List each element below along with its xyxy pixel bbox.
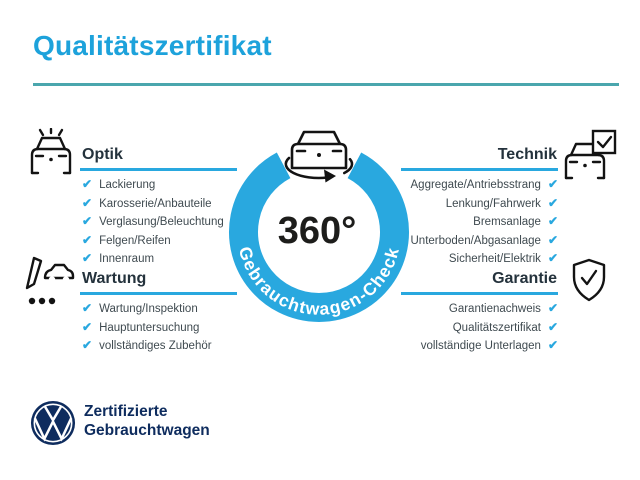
check-icon: ✔	[82, 177, 93, 191]
wartung-checklist: ✔ Wartung/Inspektion ✔ Hauptuntersuchung ✔…	[82, 301, 252, 357]
checklist-item-label: Sicherheit/Elektrik	[448, 253, 541, 265]
check-icon: ✔	[547, 319, 558, 334]
section-divider-garantie	[401, 292, 558, 295]
section-title-wartung: Wartung	[82, 270, 147, 287]
check-icon: ✔	[547, 338, 558, 352]
check-icon: ✔	[547, 232, 558, 247]
check-icon: ✔	[82, 195, 93, 210]
checklist-item-label: Wartung/Inspektion	[99, 303, 198, 315]
degree-value: 360°	[278, 210, 357, 252]
section-title-technik: Technik	[497, 146, 557, 163]
checklist-item: vollständige Unterlagen ✔	[378, 338, 558, 357]
checklist-item-label: Lenkung/Fahrwerk	[445, 197, 541, 210]
section-title-garantie: Garantie	[492, 270, 557, 287]
checklist-item: Lenkung/Fahrwerk ✔	[378, 196, 558, 215]
checklist-item: Garantienachweis ✔	[378, 301, 558, 320]
checklist-item: Unterboden/Abgasanlage ✔	[378, 232, 559, 252]
car-rotate-arrow-icon	[284, 130, 354, 183]
section-divider-optik	[80, 168, 237, 171]
check-icon: ✔	[547, 195, 558, 210]
check-icon: ✔	[82, 214, 93, 228]
check-icon: ✔	[547, 214, 558, 228]
check-icon: ✔	[547, 177, 558, 191]
check-icon: ✔	[82, 319, 93, 334]
vw-logo	[30, 400, 76, 446]
brand-line-1: Zertifizierte	[84, 403, 168, 420]
checklist-item: ✔ Lackierung	[82, 177, 252, 196]
check-icon: ✔	[82, 338, 93, 352]
pencil-car-checklist-icon	[25, 256, 75, 305]
checklist-item-label: Qualitätszertifikat	[452, 321, 541, 334]
car-front-shine-icon	[30, 128, 72, 175]
checklist-item: ✔ Hauptuntersuchung	[82, 320, 252, 339]
checklist-item-label: vollständiges Zubehör	[99, 340, 212, 352]
checklist-item: ✔ Wartung/Inspektion	[82, 301, 252, 320]
garantie-checklist: Garantienachweis ✔ Qualitätszertifikat ✔ v…	[378, 301, 558, 357]
checklist-item-label: Unterboden/Abgasanlage	[410, 234, 541, 247]
check-icon: ✔	[547, 301, 558, 315]
title-divider	[33, 83, 619, 86]
check-ring	[229, 152, 409, 322]
checklist-item: ✔ Felgen/Reifen	[82, 233, 252, 252]
shield-check-icon	[572, 258, 606, 302]
checklist-item-label: Karosserie/Anbauteile	[99, 197, 212, 210]
check-icon: ✔	[82, 251, 93, 265]
checklist-item-label: Aggregate/Antriebsstrang	[410, 179, 541, 191]
check-icon: ✔	[82, 232, 93, 247]
checklist-item-label: Hauptuntersuchung	[99, 321, 200, 334]
section-divider-technik	[401, 168, 558, 171]
checklist-item-label: Bremsanlage	[473, 216, 541, 228]
optik-checklist: ✔ Lackierung ✔ Karosserie/Anbauteile ✔ Verg…	[82, 177, 252, 270]
brand-text: Zertifizierte Gebrauchtwagen	[84, 403, 210, 440]
360-check-badge: 360° Gebrauchtwagen-Check	[229, 130, 409, 322]
checklist-item: Bremsanlage ✔	[378, 214, 558, 233]
checklist-item: ✔ Karosserie/Anbauteile	[82, 196, 252, 215]
section-title-optik: Optik	[82, 146, 123, 163]
check-icon: ✔	[82, 301, 93, 315]
checklist-item: Sicherheit/Elektrik ✔	[378, 251, 558, 270]
checklist-item: ✔ Verglasung/Beleuchtung	[82, 214, 252, 233]
brand-line-2: Gebrauchtwagen	[84, 421, 210, 439]
technik-checklist: Aggregate/Antriebsstrang ✔ Lenkung/Fahrwe…	[378, 177, 559, 270]
checklist-item-label: Innenraum	[99, 253, 155, 265]
page-title: Qualitätszertifikat	[33, 30, 272, 61]
checklist-item-label: Garantienachweis	[448, 303, 541, 315]
section-divider-wartung	[80, 292, 237, 295]
checklist-item: ✔ Innenraum	[82, 251, 252, 270]
checklist-item-label: vollständige Unterlagen	[420, 340, 541, 352]
checklist-item-label: Felgen/Reifen	[99, 234, 171, 247]
checklist-item: Aggregate/Antriebsstrang ✔	[378, 177, 558, 196]
checklist-item-label: Verglasung/Beleuchtung	[99, 216, 224, 228]
car-checkbox-icon	[564, 129, 617, 180]
checklist-item: ✔ vollständiges Zubehör	[82, 338, 252, 357]
check-icon: ✔	[547, 251, 558, 265]
checklist-item-label: Lackierung	[99, 179, 156, 191]
checklist-item: Qualitätszertifikat ✔	[378, 320, 558, 339]
